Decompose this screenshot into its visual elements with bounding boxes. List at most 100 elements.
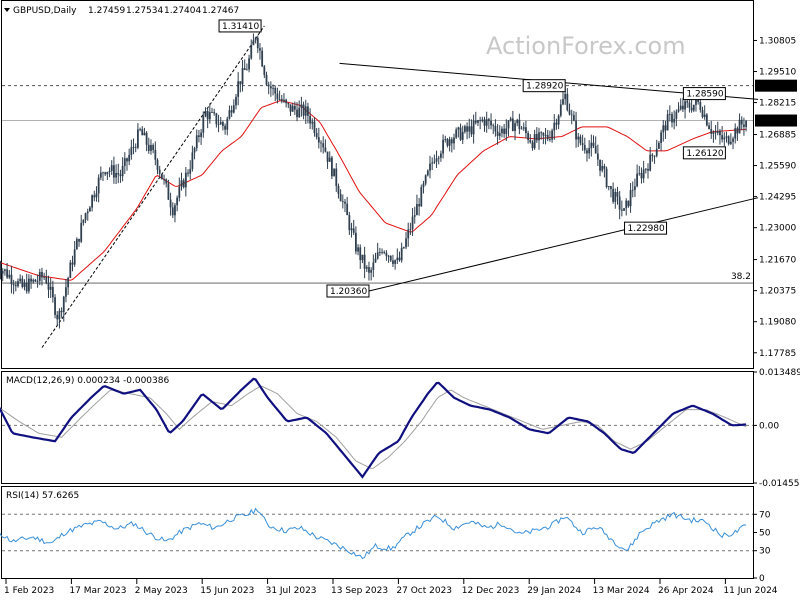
candle-body (117, 173, 120, 175)
candle-8 (12, 279, 15, 295)
candle-body (307, 106, 309, 116)
candle-178 (383, 250, 386, 255)
candle-body (152, 145, 155, 151)
candle-body (725, 136, 728, 138)
candle-83 (176, 195, 179, 212)
candle-body (690, 107, 693, 111)
candle-body (634, 186, 636, 190)
price-tick-label-3: 1.26885 (759, 130, 796, 140)
candle-196 (422, 180, 425, 194)
candle-231 (498, 125, 501, 140)
candle-body (261, 50, 264, 67)
candle-body (154, 150, 157, 160)
candle-288 (623, 207, 625, 212)
candle-body (498, 133, 501, 136)
candle-122 (261, 47, 264, 68)
candle-body (612, 188, 615, 202)
candle-213 (459, 123, 462, 141)
candle-34 (69, 260, 72, 279)
collapse-triangle-icon[interactable] (4, 8, 10, 12)
ohlc-close: 1.27467 (202, 6, 239, 16)
candle-body (32, 279, 35, 282)
candle-73 (154, 141, 157, 166)
candle-64 (134, 143, 137, 153)
candle-body (743, 124, 745, 127)
candle-54 (113, 156, 115, 184)
candle-110 (235, 93, 237, 110)
candle-30 (60, 307, 63, 318)
candle-109 (232, 99, 235, 114)
candle-body (291, 105, 294, 112)
candle-309 (668, 105, 671, 122)
candle-body (113, 165, 115, 178)
candle-312 (675, 109, 678, 127)
candle-body (38, 271, 41, 281)
candle-251 (542, 132, 545, 145)
candle-body (43, 276, 46, 278)
candle-body (119, 174, 122, 177)
candle-68 (143, 127, 146, 136)
candle-296 (640, 167, 643, 184)
candle-body (235, 96, 237, 106)
candle-87 (184, 166, 187, 197)
candle-21 (41, 267, 43, 286)
candle-123 (263, 64, 266, 79)
candle-body (647, 168, 649, 171)
candle-255 (551, 128, 553, 143)
candle-body (642, 169, 645, 179)
candle-189 (407, 222, 410, 247)
fib-38-label: 38.2 (731, 272, 751, 282)
candle-221 (477, 119, 479, 127)
candle-body (618, 196, 621, 210)
candle-42 (86, 208, 89, 221)
candle-52 (108, 167, 111, 178)
annotation-text: 1.28590 (686, 90, 723, 100)
candle-278 (601, 159, 604, 173)
candle-body (49, 286, 52, 290)
annotation-3: 1.26120 (682, 146, 726, 160)
candle-body (222, 122, 224, 126)
candle-299 (647, 163, 649, 179)
candle-body (219, 122, 222, 125)
price-tick-label-6: 1.23000 (759, 224, 796, 234)
candle-167 (359, 244, 362, 269)
candle-body (433, 161, 436, 163)
candle-body (174, 205, 176, 216)
candle-body (130, 147, 133, 155)
candle-333 (721, 126, 724, 143)
candle-body (134, 146, 137, 148)
candle-139 (298, 100, 301, 118)
candle-body (23, 282, 26, 287)
candle-body (494, 125, 497, 132)
candle-283 (612, 182, 615, 204)
candle-body (435, 158, 438, 162)
candle-body (697, 99, 700, 102)
candle-297 (642, 160, 645, 183)
candle-291 (629, 182, 632, 213)
resistance-price-tag-text: 1.28920 (758, 82, 795, 92)
candle-body (514, 123, 516, 132)
candle-body (416, 204, 418, 216)
candle-body (533, 134, 536, 149)
candle-111 (237, 72, 240, 106)
candle-265 (572, 111, 575, 122)
candle-74 (156, 158, 159, 175)
candle-body (298, 107, 301, 118)
candle-body (668, 114, 671, 115)
candle-body (267, 84, 270, 87)
candle-body (73, 249, 76, 265)
candle-body (705, 114, 708, 126)
candle-body (444, 139, 447, 140)
candle-332 (719, 128, 721, 145)
candle-280 (605, 166, 608, 189)
candle-51 (106, 171, 109, 180)
candle-body (25, 282, 28, 292)
candle-body (93, 195, 96, 198)
candle-133 (285, 98, 288, 108)
candle-body (287, 103, 290, 105)
current-price-tag-box (755, 114, 797, 127)
candle-22 (43, 272, 46, 280)
candle-body (453, 137, 455, 144)
candle-body (241, 68, 244, 85)
candle-body (17, 281, 19, 287)
